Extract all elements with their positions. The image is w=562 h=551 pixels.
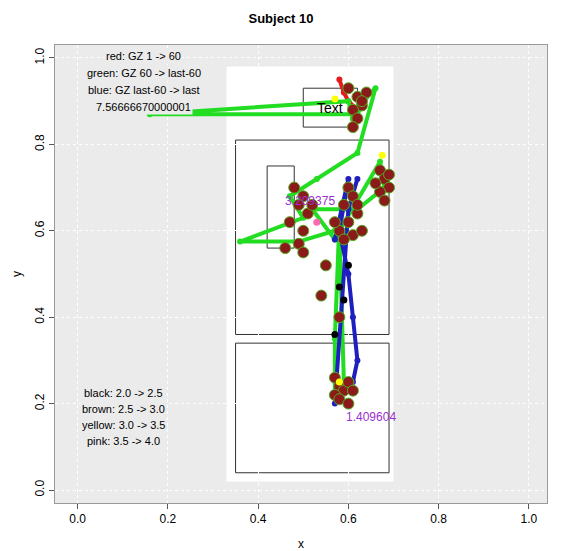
svg-text:0.0: 0.0	[33, 480, 47, 497]
svg-text:x: x	[298, 537, 304, 551]
svg-text:0.4: 0.4	[33, 307, 47, 324]
svg-text:y: y	[10, 271, 24, 277]
svg-text:black: 2.0 -> 2.5: black: 2.0 -> 2.5	[84, 387, 163, 399]
svg-text:Subject 10: Subject 10	[248, 11, 313, 26]
svg-text:0.2: 0.2	[159, 512, 176, 526]
svg-text:Text: Text	[317, 100, 343, 116]
svg-text:red: GZ 1 -> 60: red: GZ 1 -> 60	[106, 50, 181, 62]
svg-text:1.409604: 1.409604	[346, 410, 396, 424]
svg-text:0.8: 0.8	[33, 134, 47, 151]
svg-text:blue: GZ last-60 -> last: blue: GZ last-60 -> last	[88, 84, 200, 96]
svg-text:1.0: 1.0	[33, 47, 47, 64]
svg-text:3.209375: 3.209375	[285, 194, 335, 208]
svg-text:yellow: 3.0 -> 3.5: yellow: 3.0 -> 3.5	[82, 419, 165, 431]
svg-text:green: GZ 60 -> last-60: green: GZ 60 -> last-60	[87, 67, 201, 79]
svg-text:0.8: 0.8	[430, 512, 447, 526]
svg-text:0.0: 0.0	[69, 512, 86, 526]
svg-text:0.2: 0.2	[33, 393, 47, 410]
svg-text:0.6: 0.6	[33, 220, 47, 237]
svg-text:7.56666670000001: 7.56666670000001	[96, 101, 191, 113]
svg-text:0.6: 0.6	[340, 512, 357, 526]
svg-text:1.0: 1.0	[521, 512, 538, 526]
svg-text:0.4: 0.4	[250, 512, 267, 526]
svg-text:brown: 2.5 -> 3.0: brown: 2.5 -> 3.0	[82, 403, 165, 415]
svg-text:pink: 3.5 -> 4.0: pink: 3.5 -> 4.0	[87, 435, 160, 447]
